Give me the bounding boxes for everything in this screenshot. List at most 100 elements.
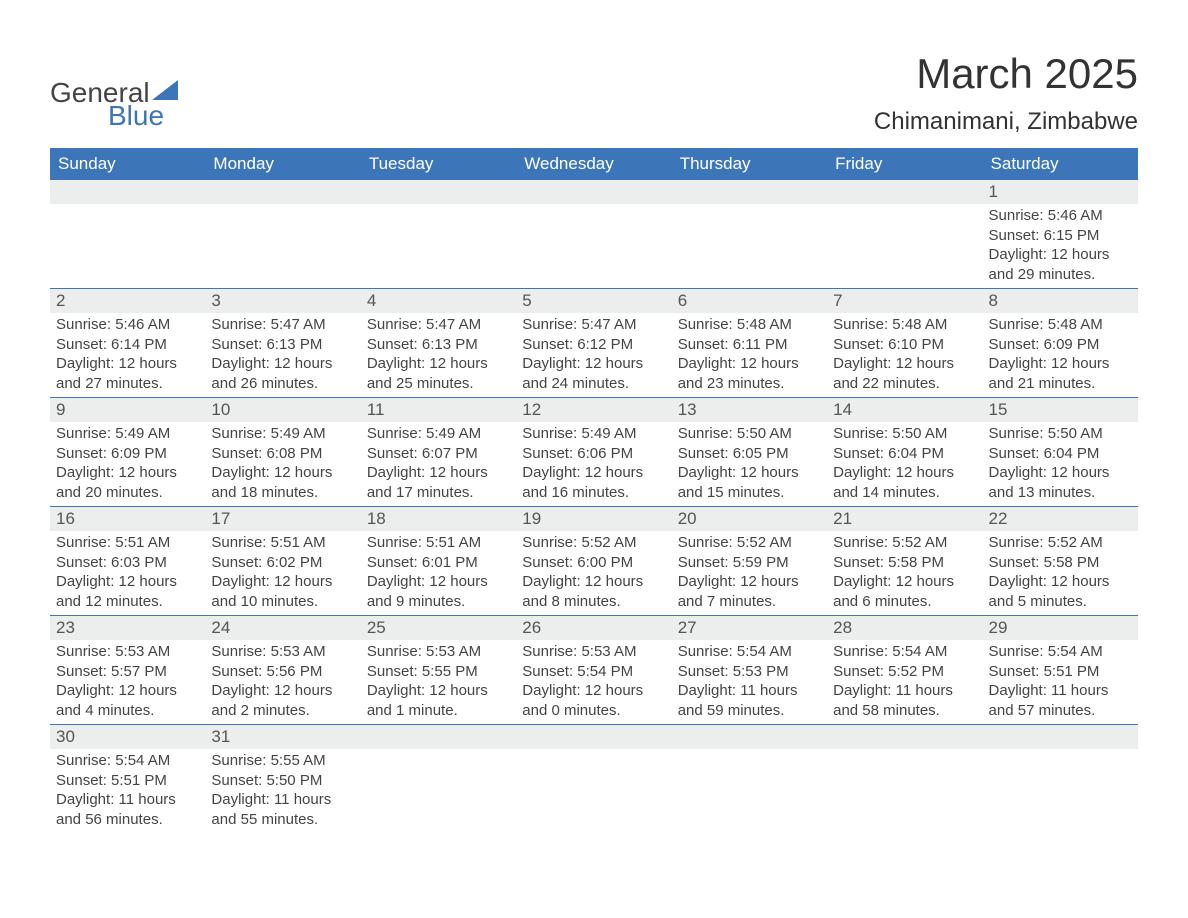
day-detail-line: Sunrise: 5:51 AM: [211, 533, 354, 553]
day-detail-line: Sunrise: 5:48 AM: [678, 315, 821, 335]
day-cell: Sunrise: 5:55 AMSunset: 5:50 PMDaylight:…: [205, 749, 360, 833]
day-content-row: Sunrise: 5:46 AMSunset: 6:15 PMDaylight:…: [50, 204, 1138, 288]
day-detail-line: Sunrise: 5:47 AM: [211, 315, 354, 335]
day-number: 23: [50, 616, 205, 640]
day-number-row: 23242526272829: [50, 616, 1138, 640]
day-detail-line: Sunset: 5:56 PM: [211, 662, 354, 682]
day-detail-line: Sunset: 5:58 PM: [833, 553, 976, 573]
day-cell: [516, 749, 671, 833]
day-number: 9: [50, 398, 205, 422]
day-cell: Sunrise: 5:47 AMSunset: 6:13 PMDaylight:…: [361, 313, 516, 397]
day-cell: Sunrise: 5:50 AMSunset: 6:05 PMDaylight:…: [672, 422, 827, 506]
day-number: 3: [205, 289, 360, 313]
calendar-week: 1Sunrise: 5:46 AMSunset: 6:15 PMDaylight…: [50, 180, 1138, 288]
day-detail-line: Daylight: 12 hours and 16 minutes.: [522, 463, 665, 502]
day-detail-line: Sunrise: 5:50 AM: [678, 424, 821, 444]
day-number: 26: [516, 616, 671, 640]
day-cell: Sunrise: 5:53 AMSunset: 5:57 PMDaylight:…: [50, 640, 205, 724]
day-detail-line: Daylight: 12 hours and 7 minutes.: [678, 572, 821, 611]
calendar-week: 9101112131415Sunrise: 5:49 AMSunset: 6:0…: [50, 397, 1138, 506]
day-number: [361, 725, 516, 749]
day-number: 19: [516, 507, 671, 531]
day-number: 13: [672, 398, 827, 422]
logo-word2: Blue: [108, 103, 178, 128]
day-detail-line: Sunrise: 5:48 AM: [989, 315, 1132, 335]
calendar-header-row: Sunday Monday Tuesday Wednesday Thursday…: [50, 148, 1138, 180]
day-cell: [50, 204, 205, 288]
day-detail-line: Sunrise: 5:55 AM: [211, 751, 354, 771]
day-cell: [983, 749, 1138, 833]
day-cell: Sunrise: 5:48 AMSunset: 6:11 PMDaylight:…: [672, 313, 827, 397]
day-cell: Sunrise: 5:53 AMSunset: 5:55 PMDaylight:…: [361, 640, 516, 724]
day-detail-line: Daylight: 12 hours and 27 minutes.: [56, 354, 199, 393]
day-detail-line: Sunset: 5:52 PM: [833, 662, 976, 682]
day-detail-line: Sunrise: 5:53 AM: [367, 642, 510, 662]
day-number: [672, 725, 827, 749]
day-cell: [672, 749, 827, 833]
day-cell: Sunrise: 5:54 AMSunset: 5:51 PMDaylight:…: [983, 640, 1138, 724]
day-number: 21: [827, 507, 982, 531]
day-detail-line: Sunrise: 5:50 AM: [833, 424, 976, 444]
day-number: 4: [361, 289, 516, 313]
day-detail-line: Daylight: 12 hours and 26 minutes.: [211, 354, 354, 393]
day-detail-line: Sunset: 6:01 PM: [367, 553, 510, 573]
day-number: 31: [205, 725, 360, 749]
day-cell: Sunrise: 5:52 AMSunset: 5:58 PMDaylight:…: [827, 531, 982, 615]
day-detail-line: Sunrise: 5:49 AM: [367, 424, 510, 444]
day-number: 28: [827, 616, 982, 640]
title-block: March 2025 Chimanimani, Zimbabwe: [874, 50, 1138, 136]
day-detail-line: Sunset: 6:08 PM: [211, 444, 354, 464]
day-detail-line: Daylight: 12 hours and 29 minutes.: [989, 245, 1132, 284]
day-number: 14: [827, 398, 982, 422]
day-number: 1: [983, 180, 1138, 204]
day-cell: Sunrise: 5:53 AMSunset: 5:54 PMDaylight:…: [516, 640, 671, 724]
page-header: General Blue March 2025 Chimanimani, Zim…: [50, 50, 1138, 136]
day-content-row: Sunrise: 5:51 AMSunset: 6:03 PMDaylight:…: [50, 531, 1138, 615]
day-detail-line: Sunset: 6:13 PM: [211, 335, 354, 355]
day-cell: Sunrise: 5:54 AMSunset: 5:52 PMDaylight:…: [827, 640, 982, 724]
day-number: 11: [361, 398, 516, 422]
day-detail-line: Sunrise: 5:46 AM: [56, 315, 199, 335]
day-detail-line: Daylight: 12 hours and 22 minutes.: [833, 354, 976, 393]
day-detail-line: Sunrise: 5:49 AM: [211, 424, 354, 444]
weeks-container: 1Sunrise: 5:46 AMSunset: 6:15 PMDaylight…: [50, 180, 1138, 833]
day-cell: [516, 204, 671, 288]
day-detail-line: Daylight: 12 hours and 17 minutes.: [367, 463, 510, 502]
header-tuesday: Tuesday: [361, 148, 516, 180]
day-cell: Sunrise: 5:52 AMSunset: 6:00 PMDaylight:…: [516, 531, 671, 615]
day-number-row: 16171819202122: [50, 507, 1138, 531]
day-detail-line: Sunset: 6:10 PM: [833, 335, 976, 355]
day-number: 5: [516, 289, 671, 313]
day-detail-line: Daylight: 12 hours and 24 minutes.: [522, 354, 665, 393]
day-detail-line: Sunset: 5:51 PM: [56, 771, 199, 791]
calendar-week: 16171819202122Sunrise: 5:51 AMSunset: 6:…: [50, 506, 1138, 615]
day-cell: Sunrise: 5:48 AMSunset: 6:09 PMDaylight:…: [983, 313, 1138, 397]
day-cell: [827, 749, 982, 833]
day-detail-line: Sunset: 5:54 PM: [522, 662, 665, 682]
day-cell: Sunrise: 5:49 AMSunset: 6:08 PMDaylight:…: [205, 422, 360, 506]
day-number: 18: [361, 507, 516, 531]
day-detail-line: Daylight: 12 hours and 2 minutes.: [211, 681, 354, 720]
day-number: [516, 725, 671, 749]
day-cell: [827, 204, 982, 288]
day-number-row: 3031: [50, 725, 1138, 749]
day-detail-line: Sunrise: 5:49 AM: [522, 424, 665, 444]
day-detail-line: Daylight: 12 hours and 10 minutes.: [211, 572, 354, 611]
day-detail-line: Sunrise: 5:47 AM: [367, 315, 510, 335]
calendar: Sunday Monday Tuesday Wednesday Thursday…: [50, 148, 1138, 833]
day-detail-line: Sunrise: 5:51 AM: [367, 533, 510, 553]
day-detail-line: Daylight: 12 hours and 23 minutes.: [678, 354, 821, 393]
day-cell: Sunrise: 5:52 AMSunset: 5:59 PMDaylight:…: [672, 531, 827, 615]
day-detail-line: Daylight: 11 hours and 55 minutes.: [211, 790, 354, 829]
day-detail-line: Sunrise: 5:50 AM: [989, 424, 1132, 444]
day-content-row: Sunrise: 5:53 AMSunset: 5:57 PMDaylight:…: [50, 640, 1138, 724]
day-detail-line: Sunset: 6:07 PM: [367, 444, 510, 464]
day-number: [827, 180, 982, 204]
day-cell: [205, 204, 360, 288]
day-cell: Sunrise: 5:48 AMSunset: 6:10 PMDaylight:…: [827, 313, 982, 397]
day-detail-line: Sunrise: 5:48 AM: [833, 315, 976, 335]
day-cell: Sunrise: 5:51 AMSunset: 6:01 PMDaylight:…: [361, 531, 516, 615]
day-detail-line: Sunrise: 5:53 AM: [211, 642, 354, 662]
day-detail-line: Sunrise: 5:54 AM: [833, 642, 976, 662]
day-detail-line: Sunset: 6:02 PM: [211, 553, 354, 573]
